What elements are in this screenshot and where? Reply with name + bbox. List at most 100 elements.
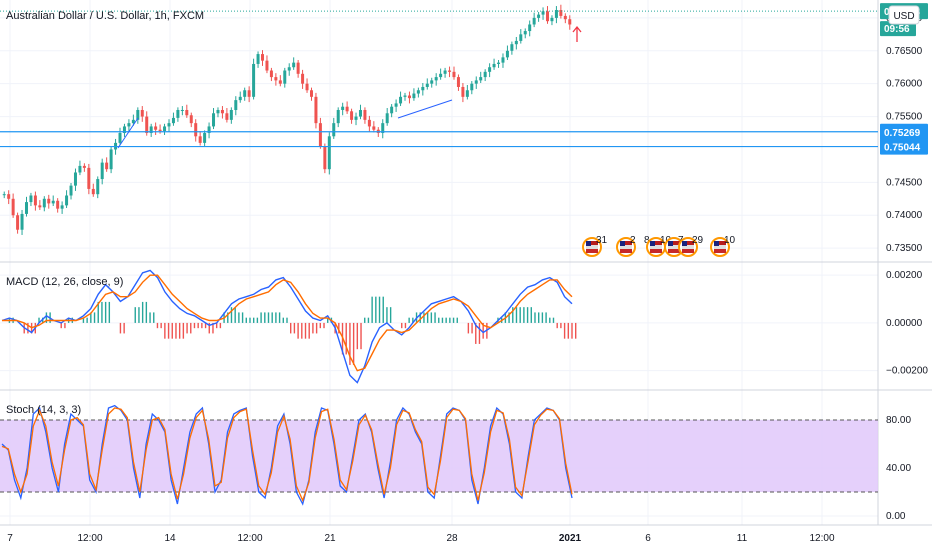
currency-label: USD [893,11,914,22]
candle [528,20,532,37]
candle [216,107,220,118]
chart-title: Australian Dollar / U.S. Dollar, 1h, FXC… [6,10,204,22]
time-tick-label: 12:00 [237,533,262,544]
candle [265,55,269,74]
price-tick-label: 0.73500 [886,243,923,254]
price-tick-label: 0.74500 [886,177,923,188]
candle [452,66,456,80]
candle [510,41,514,55]
candle [278,75,282,87]
time-axis[interactable]: 7 12:00 14 12:00 21 28 2021 6 11 12:00 [7,533,835,544]
candle [56,198,60,213]
currency-button[interactable]: USD [888,5,920,25]
candle [439,68,443,80]
time-tick-label: 7 [7,533,13,544]
candle [448,66,452,78]
candle [488,63,492,78]
macd-axis[interactable]: 0.00200 0.00000 −0.00200 [886,270,928,377]
time-tick-label: 2021 [559,533,582,544]
candle [501,53,505,68]
candle [550,15,554,26]
price-tick-label: 0.75500 [886,112,923,123]
arrow-up-icon[interactable] [572,25,582,42]
candle [203,130,207,147]
stoch-d-line [1,407,573,503]
signal-line [2,274,573,372]
candle [554,6,558,24]
candle [568,15,572,30]
candle [131,114,135,126]
macd-lines [1,269,573,384]
candle [563,13,567,24]
candle [332,117,336,139]
stoch-lines [1,404,573,506]
candle [309,87,313,101]
candle [51,195,55,207]
time-tick-label: 12:00 [77,533,102,544]
candle [430,77,434,88]
candle [256,51,260,68]
candlestick-series[interactable] [2,4,572,235]
candle [537,11,541,22]
candle [91,183,95,197]
candle [372,121,376,133]
candle [65,190,69,209]
candle [390,104,394,118]
candle [47,194,51,209]
candle [140,106,144,122]
candle [301,69,305,89]
candle [421,83,425,96]
stoch-axis[interactable]: 80.00 40.00 0.00 [886,415,911,522]
hline-price-tag[interactable]: 0.75269 [880,123,928,140]
candle [176,107,180,122]
candle [470,81,474,95]
candle [87,163,91,195]
candle [514,36,518,50]
trend-line-1[interactable] [117,117,139,149]
candle [479,71,483,84]
horizontal-lines[interactable] [0,131,878,148]
candle [283,67,287,88]
candle [323,143,327,174]
candle [212,108,216,130]
candle [2,191,6,199]
candle [483,69,487,82]
candle [122,123,126,137]
macd-histogram [8,296,577,365]
candle [149,123,153,137]
candle [154,122,158,135]
macd-tick-label: 0.00000 [886,318,923,329]
event-icon[interactable]: 31 [582,235,608,257]
candle [269,67,273,82]
time-tick-label: 28 [446,533,458,544]
trend-line-2[interactable] [397,99,453,119]
hline-price-label: 0.75044 [884,143,921,154]
candle [163,123,167,135]
candle [118,127,122,146]
candle [341,102,345,116]
candle [318,117,322,149]
candle [29,192,33,207]
candle [198,131,202,146]
candle [425,78,429,90]
event-icon[interactable]: 10 [710,235,736,257]
price-axis[interactable]: 0.770000.765000.760000.755000.745000.740… [880,3,928,254]
candle [252,58,256,100]
candle [207,122,211,139]
candle [105,157,109,172]
candle [492,58,496,70]
candle [497,59,501,68]
candle [456,74,460,91]
hline-price-tag[interactable]: 0.75044 [880,138,928,155]
countdown-label: 09:56 [884,24,910,35]
candle [345,101,349,114]
economic-events[interactable]: 31281072910 [582,235,736,257]
candle [546,6,550,24]
candle [443,67,447,78]
event-icon[interactable]: 29 [678,235,704,257]
candle [69,183,73,200]
candle [109,146,113,174]
candle [238,91,242,103]
